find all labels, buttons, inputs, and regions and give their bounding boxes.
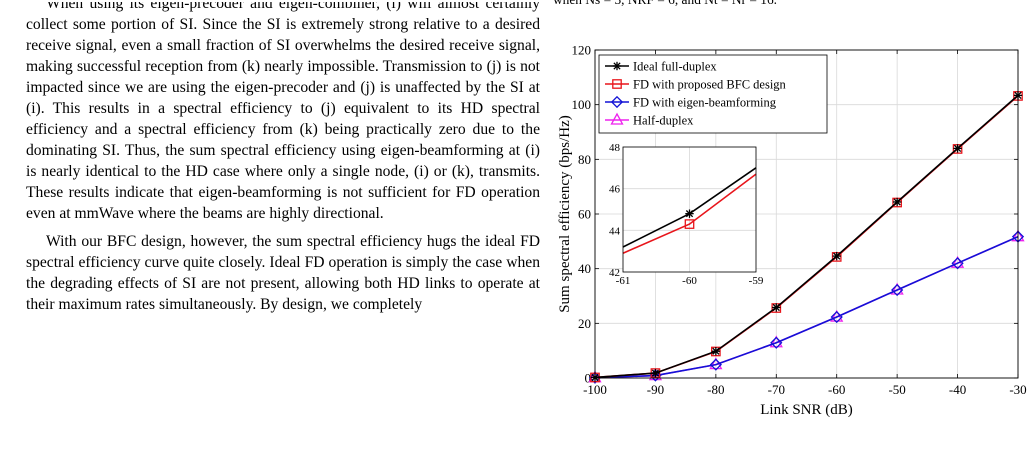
data-point xyxy=(953,144,962,153)
x-tick-label: -30 xyxy=(1009,382,1026,397)
data-point xyxy=(951,257,964,270)
legend-marker xyxy=(612,61,622,71)
y-tick-label: 120 xyxy=(572,43,592,58)
inset-data-point xyxy=(684,219,695,229)
data-point xyxy=(588,371,602,384)
inset-series-line xyxy=(622,173,757,254)
inset-data-point-part xyxy=(685,210,694,218)
paragraph-eigen-beamforming: When using its eigen-precoder and eigen-… xyxy=(26,2,540,222)
paragraph-bfc-design: With our BFC design, however, the sum sp… xyxy=(26,233,540,313)
inset-x-tick-label: -60 xyxy=(682,275,697,287)
x-tick-label: -80 xyxy=(707,382,724,397)
legend-label: FD with proposed BFC design xyxy=(633,78,787,92)
inset-data-point xyxy=(685,209,694,218)
data-point xyxy=(770,336,783,349)
data-point xyxy=(651,368,660,378)
data-point xyxy=(772,303,781,312)
series-line xyxy=(594,94,1019,379)
legend-box xyxy=(598,54,828,134)
y-tick-label: 60 xyxy=(578,207,591,222)
x-axis-label: Link SNR (dB) xyxy=(760,402,853,418)
data-point xyxy=(711,347,721,356)
x-tick-label: -100 xyxy=(583,382,607,397)
legend-marker-part xyxy=(613,62,621,70)
inset-frame xyxy=(622,146,757,273)
data-point xyxy=(709,358,722,371)
legend-marker xyxy=(610,95,624,109)
body-text-column: When using its eigen-precoder and eigen-… xyxy=(26,2,540,447)
y-tick-label: 40 xyxy=(578,261,591,276)
inset-y-tick-label: 42 xyxy=(609,267,620,279)
data-point xyxy=(832,251,841,261)
data-point-part xyxy=(651,369,660,377)
inset-y-tick-label: 44 xyxy=(609,225,621,237)
figure-caption-tail: when Ns = 3, NRF = 6, and Nt = Nr = 16. xyxy=(553,0,1023,8)
data-point-part xyxy=(893,198,901,206)
x-tick-label: -40 xyxy=(949,382,966,397)
y-tick-label: 20 xyxy=(578,316,591,331)
series-line xyxy=(594,235,1019,379)
data-point-part xyxy=(833,252,841,260)
y-tick-label: 80 xyxy=(578,152,591,167)
inset-y-tick-label: 48 xyxy=(609,142,621,154)
x-tick-label: -70 xyxy=(768,382,785,397)
spectral-efficiency-chart: -100 -90 -80 -70 -60 -50 -40 -30 0 20 40 60 80 100 120… xyxy=(557,43,1027,419)
legend-label: Ideal full-duplex xyxy=(633,60,717,74)
plot-frame xyxy=(594,49,1019,379)
data-point xyxy=(891,283,904,297)
legend-marker xyxy=(610,112,624,125)
spectral-efficiency-figure: -100 -90 -80 -70 -60 -50 -40 -30 0 20 40 60 80 100 120… xyxy=(553,40,1027,447)
y-axis-label: Sum spectral efficiency (bps/Hz) xyxy=(557,115,573,313)
legend-label: FD with eigen-beamforming xyxy=(633,96,777,110)
data-point-part xyxy=(772,303,780,312)
inset-x-tick-label: -61 xyxy=(616,275,631,287)
x-tick-label: -90 xyxy=(647,382,664,397)
data-point-part xyxy=(712,347,720,355)
y-tick-label: 100 xyxy=(572,97,592,112)
y-tick-label: 0 xyxy=(585,371,592,386)
x-tick-label: -60 xyxy=(828,382,845,397)
legend-label: Half-duplex xyxy=(633,114,694,128)
data-point xyxy=(830,310,843,324)
x-tick-label: -50 xyxy=(888,382,905,397)
inset-y-tick-label: 46 xyxy=(609,184,621,196)
inset-x-tick-label: -59 xyxy=(749,275,764,287)
data-point xyxy=(892,197,902,207)
legend-marker xyxy=(612,79,622,89)
data-point-part xyxy=(953,144,962,153)
